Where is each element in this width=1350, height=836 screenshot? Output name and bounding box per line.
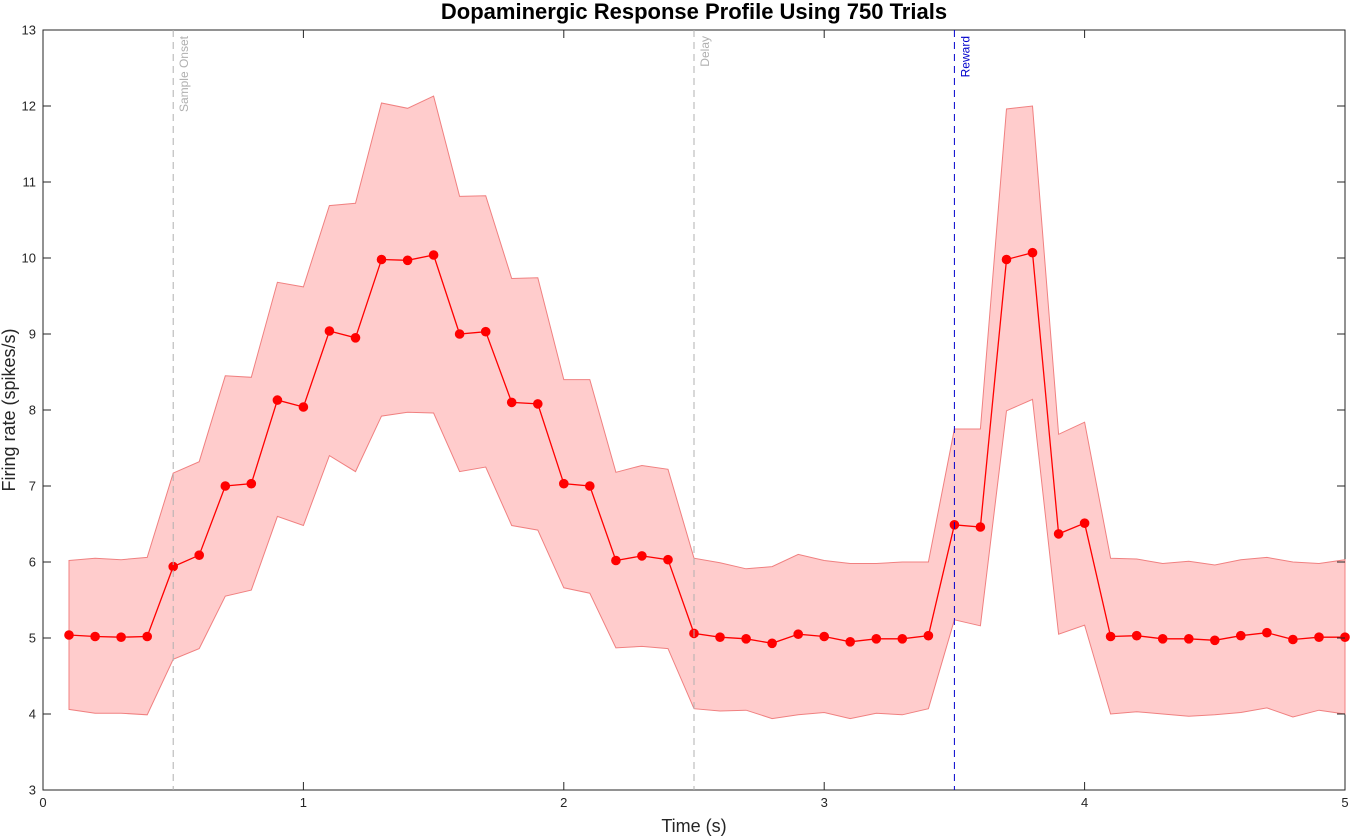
- data-point: [637, 551, 647, 561]
- data-point: [90, 631, 100, 642]
- x-tick-label: 1: [300, 795, 307, 810]
- data-point: [1079, 518, 1090, 529]
- x-axis-label: Time (s): [661, 816, 726, 836]
- data-point: [376, 254, 387, 265]
- x-tick-label: 4: [1081, 795, 1088, 810]
- y-tick-label: 5: [29, 631, 36, 646]
- data-point: [1184, 634, 1194, 644]
- data-point: [506, 397, 517, 408]
- x-tick-label: 3: [821, 795, 828, 810]
- data-point: [220, 481, 231, 491]
- data-point: [611, 555, 621, 566]
- data-point: [663, 554, 673, 565]
- data-point: [64, 630, 74, 640]
- x-tick-label: 2: [560, 795, 567, 810]
- data-point: [533, 399, 543, 409]
- data-point: [1236, 630, 1246, 641]
- data-point: [1157, 634, 1168, 644]
- event-label: Delay: [698, 36, 712, 67]
- x-tick-label: 0: [39, 795, 46, 810]
- data-point: [428, 250, 439, 260]
- y-tick-label: 10: [22, 251, 36, 266]
- data-point: [559, 478, 569, 489]
- data-point: [194, 550, 204, 561]
- y-axis-label: Firing rate (spikes/s): [0, 328, 19, 491]
- y-tick-label: 4: [29, 707, 36, 722]
- y-tick-label: 13: [22, 23, 36, 38]
- data-point: [298, 402, 309, 412]
- data-point: [819, 631, 830, 642]
- data-point: [767, 638, 777, 649]
- data-point: [871, 634, 882, 644]
- data-point: [116, 632, 126, 643]
- y-tick-label: 8: [29, 403, 36, 418]
- data-point: [1131, 630, 1142, 641]
- data-point: [246, 478, 257, 489]
- chart-title: Dopaminergic Response Profile Using 750 …: [441, 0, 947, 24]
- data-point: [350, 333, 361, 343]
- event-label: Sample Onset: [177, 35, 191, 112]
- data-point: [1262, 627, 1272, 638]
- data-point: [1027, 247, 1038, 258]
- data-point: [1210, 635, 1220, 646]
- event-label: Reward: [958, 36, 972, 77]
- data-point: [585, 481, 595, 491]
- data-point: [142, 631, 152, 642]
- data-point: [1314, 632, 1324, 643]
- data-point: [1053, 529, 1064, 539]
- data-point: [793, 629, 804, 640]
- y-tick-label: 6: [29, 555, 36, 570]
- data-point: [454, 329, 465, 339]
- y-tick-label: 3: [29, 783, 36, 798]
- data-point: [741, 634, 751, 644]
- data-point: [845, 637, 856, 647]
- data-point: [1340, 632, 1350, 643]
- x-tick-label: 5: [1341, 795, 1348, 810]
- data-point: [272, 395, 283, 405]
- data-point: [897, 634, 908, 644]
- y-tick-label: 11: [23, 175, 37, 190]
- y-tick-label: 12: [22, 99, 36, 114]
- y-tick-label: 9: [29, 327, 36, 342]
- data-point: [324, 326, 335, 336]
- data-point: [923, 630, 934, 641]
- data-point: [715, 632, 725, 643]
- data-point: [480, 326, 491, 337]
- data-point: [1105, 631, 1116, 642]
- y-tick-label: 7: [29, 479, 36, 494]
- data-point: [402, 255, 413, 266]
- data-point: [975, 522, 986, 532]
- data-point: [1288, 634, 1298, 645]
- data-point: [1001, 254, 1012, 265]
